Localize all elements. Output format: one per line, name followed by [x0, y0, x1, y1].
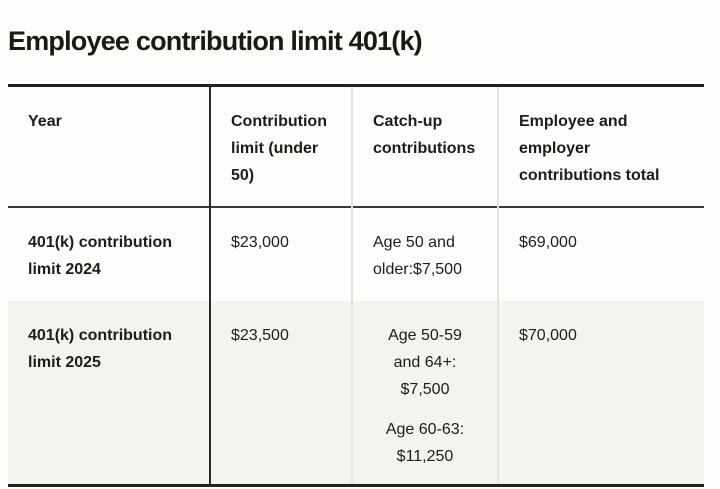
cell-limit-2025: $23,500 — [210, 300, 353, 485]
page-title: Employee contribution limit 401(k) — [8, 26, 423, 56]
row-label-2024: 401(k) contribution limit 2024 — [8, 206, 211, 301]
column-header-catch-up: Catch-up contributions — [352, 85, 499, 207]
table-row: 401(k) contribution limit 2024 $23,000 A… — [8, 206, 704, 301]
cell-total-2025: $70,000 — [519, 326, 577, 344]
row-label-2025: 401(k) contribution limit 2025 — [8, 300, 211, 485]
cell-catch-up-2024: Age 50 and older:$7,500 — [352, 206, 499, 301]
table-header-row: Year Contribution limit (under 50) Catch… — [8, 85, 704, 207]
table-row: 401(k) contribution limit 2025 $23,500 A… — [8, 300, 704, 485]
cell-total-2024: $69,000 — [519, 233, 577, 251]
catch-up-text: Age 50 and older:$7,500 — [373, 233, 462, 278]
catch-up-text-age-50-59: Age 50-59 and 64+: $7,500 — [388, 326, 462, 398]
cell-catch-up-2025: Age 50-59 and 64+: $7,500 Age 60-63: $11… — [352, 300, 499, 485]
contribution-limits-table: Year Contribution limit (under 50) Catch… — [8, 84, 704, 487]
column-header-contribution-limit: Contribution limit (under 50) — [210, 85, 353, 207]
cell-limit-2024: $23,000 — [210, 206, 353, 301]
column-header-year: Year — [8, 85, 211, 207]
column-header-total: Employee and employer contributions tota… — [519, 113, 660, 184]
catch-up-text-age-60-63: Age 60-63: $11,250 — [385, 420, 465, 465]
